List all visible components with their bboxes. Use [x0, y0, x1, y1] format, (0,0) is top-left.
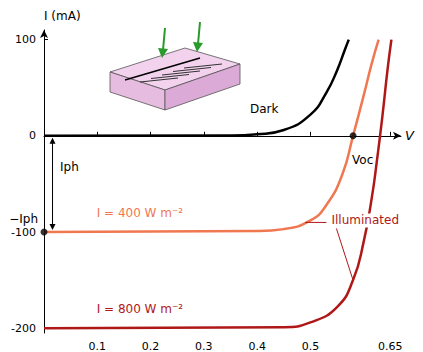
svg-text:-200: -200	[11, 322, 36, 335]
svg-text:100: 100	[15, 33, 36, 46]
svg-text:0.5: 0.5	[302, 340, 320, 352]
svg-text:0.1: 0.1	[89, 340, 107, 352]
svg-text:V: V	[405, 128, 415, 143]
svg-text:Illuminated: Illuminated	[332, 213, 400, 227]
svg-text:−Iph: −Iph	[9, 212, 38, 226]
svg-text:0.2: 0.2	[142, 340, 160, 352]
svg-text:I = 400 W m⁻²: I = 400 W m⁻²	[97, 206, 184, 220]
svg-text:0.65: 0.65	[378, 340, 403, 352]
svg-text:I = 800 W m⁻²: I = 800 W m⁻²	[97, 302, 184, 316]
svg-text:Iph: Iph	[60, 160, 79, 174]
svg-text:Voc: Voc	[352, 153, 373, 167]
svg-text:-100: -100	[11, 226, 36, 239]
svg-text:0: 0	[29, 129, 36, 142]
svg-text:I (mA): I (mA)	[44, 9, 81, 23]
svg-text:0.3: 0.3	[195, 340, 213, 352]
svg-text:0.4: 0.4	[248, 340, 266, 352]
svg-text:Dark: Dark	[250, 102, 279, 116]
